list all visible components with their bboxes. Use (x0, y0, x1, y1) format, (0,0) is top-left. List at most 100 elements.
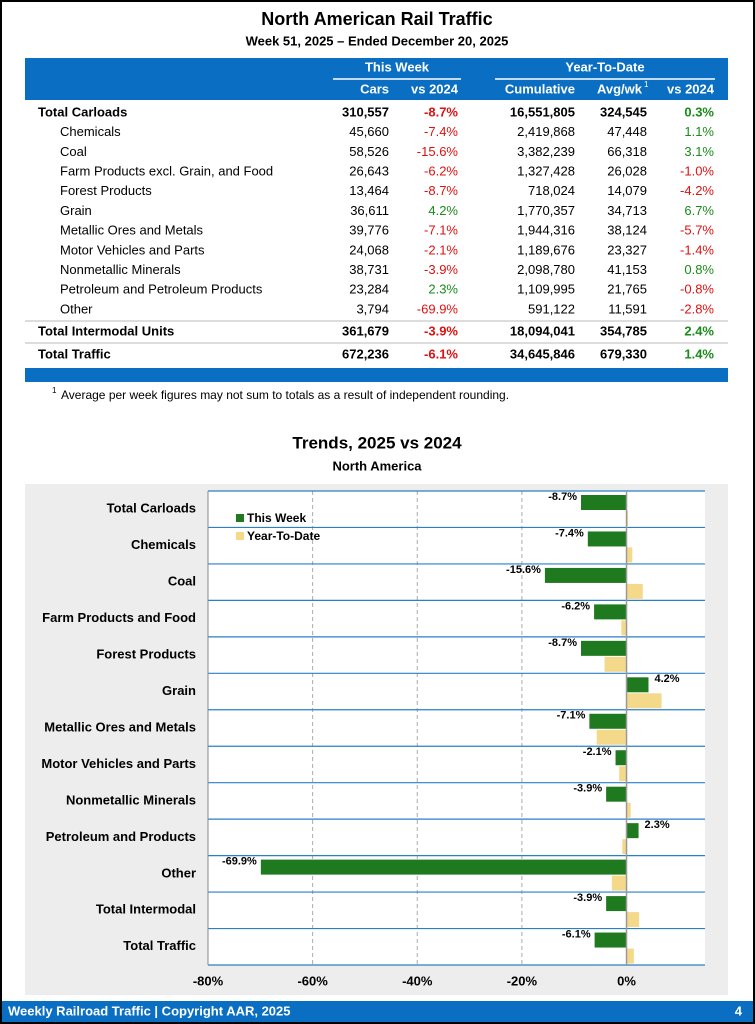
column-header: vs 2024 (411, 81, 459, 96)
cell: 354,785 (600, 323, 647, 338)
cell: 34,645,846 (510, 346, 575, 361)
group-header: Year-To-Date (565, 59, 644, 74)
column-note: 1 (644, 80, 649, 89)
bar (611, 875, 627, 891)
bar (619, 766, 627, 782)
row-label: Other (60, 301, 93, 316)
bar (604, 656, 627, 672)
cell: 36,611 (350, 203, 389, 218)
bar (606, 786, 627, 802)
x-tick-label: -40% (402, 973, 433, 988)
data-label: -6.1% (562, 928, 591, 940)
bar (626, 693, 662, 709)
y-tick-label: Grain (162, 683, 196, 698)
cell: 324,545 (600, 104, 647, 119)
cell: 39,776 (349, 223, 389, 238)
page-number: 4 (735, 1003, 743, 1018)
cell: -8.7% (424, 183, 458, 198)
row-label: Grain (60, 203, 92, 218)
cell: 1.1% (684, 124, 714, 139)
cell: 718,024 (528, 183, 575, 198)
data-label: -3.9% (573, 783, 602, 795)
cell: 11,591 (608, 301, 647, 316)
bar (622, 839, 627, 855)
subtitle: Week 51, 2025 – Ended December 20, 2025 (246, 33, 509, 48)
bar (260, 859, 627, 875)
data-label: -7.1% (557, 710, 586, 722)
data-label: -7.4% (555, 527, 584, 539)
legend-label: Year-To-Date (247, 529, 320, 543)
cell: 18,094,041 (510, 323, 575, 338)
row-label: Motor Vehicles and Parts (60, 242, 205, 257)
cell: 2.4% (684, 323, 714, 338)
y-tick-label: Coal (168, 574, 196, 589)
data-label: -2.1% (583, 746, 612, 758)
bar (626, 948, 634, 964)
data-label: -6.2% (561, 600, 590, 612)
cell: -2.8% (680, 301, 714, 316)
cell: -3.9% (424, 262, 458, 277)
cell: 41,153 (607, 262, 647, 277)
cell: 2.3% (428, 282, 458, 297)
bar (626, 547, 633, 563)
chart-title: Trends, 2025 vs 2024 (292, 433, 462, 452)
y-tick-label: Total Carloads (107, 501, 196, 516)
cell: 38,731 (349, 262, 389, 277)
column-header: Cars (360, 81, 389, 96)
cell: 14,079 (607, 183, 647, 198)
row-label: Nonmetallic Minerals (60, 262, 181, 277)
bar (606, 896, 627, 912)
y-tick-label: Petroleum and Products (46, 829, 196, 844)
cell: 26,028 (607, 164, 647, 179)
cell: 1,109,995 (517, 282, 575, 297)
bar (594, 604, 627, 620)
y-tick-label: Motor Vehicles and Parts (41, 756, 196, 771)
row-label: Coal (60, 144, 87, 159)
bar (544, 567, 627, 583)
row-label: Farm Products excl. Grain, and Food (60, 164, 273, 179)
bar (626, 802, 631, 818)
cell: 23,284 (349, 282, 389, 297)
cell: -8.7% (424, 104, 458, 119)
cell: 2,098,780 (517, 262, 575, 277)
data-label: -8.7% (548, 491, 577, 503)
bar (621, 620, 627, 636)
cell: 591,122 (528, 301, 575, 316)
row-label: Total Carloads (38, 104, 127, 119)
cell: 45,660 (349, 124, 389, 139)
bar (587, 531, 627, 547)
cell: 1.4% (684, 346, 714, 361)
cell: -1.0% (680, 164, 714, 179)
cell: -6.1% (424, 346, 458, 361)
row-label: Metallic Ores and Metals (60, 223, 204, 238)
cell: 310,557 (342, 104, 389, 119)
bar (626, 823, 639, 839)
chart-subtitle: North America (332, 458, 422, 473)
bar (626, 583, 643, 599)
cell: -5.7% (680, 223, 714, 238)
cell: 1,327,428 (517, 164, 575, 179)
cell: -15.6% (417, 144, 459, 159)
y-tick-label: Total Traffic (123, 938, 196, 953)
column-header: vs 2024 (667, 81, 715, 96)
y-tick-label: Farm Products and Food (42, 610, 196, 625)
cell: 679,330 (600, 346, 647, 361)
cell: 361,679 (342, 323, 389, 338)
cell: -6.2% (424, 164, 458, 179)
legend-swatch (236, 532, 244, 540)
cell: -4.2% (680, 183, 714, 198)
cell: 6.7% (684, 203, 714, 218)
y-tick-label: Forest Products (96, 647, 196, 662)
bar (581, 495, 627, 510)
y-tick-label: Nonmetallic Minerals (66, 792, 196, 807)
footnote-marker: 1 (52, 386, 57, 395)
title: North American Rail Traffic (261, 9, 492, 29)
bar (589, 713, 627, 729)
cell: 2,419,868 (517, 124, 575, 139)
cell: 34,713 (607, 203, 647, 218)
row-label: Chemicals (60, 124, 121, 139)
data-label: 4.2% (654, 673, 679, 685)
cell: 16,551,805 (510, 104, 575, 119)
y-tick-label: Other (161, 865, 196, 880)
